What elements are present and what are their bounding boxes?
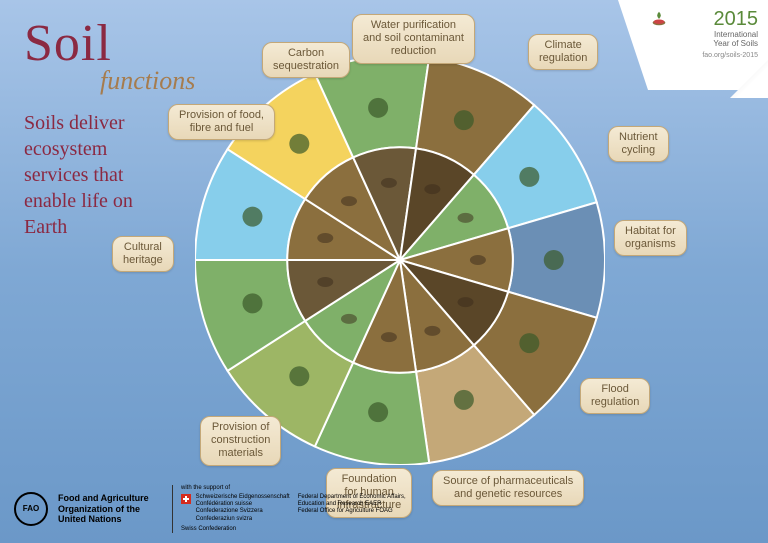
support-heading: with the support of <box>181 485 406 492</box>
iys-logo-icon <box>650 10 668 28</box>
fao-logo-icon: FAO <box>14 492 48 526</box>
title-sub: functions <box>100 66 195 96</box>
corner-badge: 2015 International Year of Soils fao.org… <box>618 0 768 90</box>
subtitle-text: Soils deliver ecosystem services that en… <box>24 110 154 240</box>
label-nutrient_cycling: Nutrient cycling <box>608 126 669 162</box>
support-ch2: Swiss Confederation <box>181 526 290 533</box>
label-climate_regulation: Climate regulation <box>528 34 598 70</box>
swiss-flag-icon <box>181 494 191 504</box>
support-ch: Schweizerische Eidgenossenschaft Confédé… <box>196 494 290 523</box>
fao-abbr: FAO <box>23 504 39 513</box>
label-construction: Provision of construction materials <box>200 416 281 466</box>
corner-iys-2: Year of Soils <box>648 40 758 49</box>
support-block: with the support of Schweizerische Eidge… <box>172 485 406 533</box>
fao-org-text: Food and Agriculture Organization of the… <box>58 493 158 525</box>
label-pharma_genetic: Source of pharmaceuticals and genetic re… <box>432 470 584 506</box>
support-dept: Federal Department of Economic Affairs, … <box>298 494 406 533</box>
label-cultural_heritage: Cultural heritage <box>112 236 174 272</box>
corner-url: fao.org/soils-2015 <box>648 52 758 59</box>
label-carbon_seq: Carbon sequestration <box>262 42 350 78</box>
label-habitat_organisms: Habitat for organisms <box>614 220 687 256</box>
title-main: Soil <box>24 18 195 70</box>
label-food_fibre_fuel: Provision of food, fibre and fuel <box>168 104 275 140</box>
label-water_purification: Water purification and soil contaminant … <box>352 14 475 64</box>
label-flood_regulation: Flood regulation <box>580 378 650 414</box>
title-block: Soil functions <box>24 18 195 96</box>
footer: FAO Food and Agriculture Organization of… <box>14 485 406 533</box>
